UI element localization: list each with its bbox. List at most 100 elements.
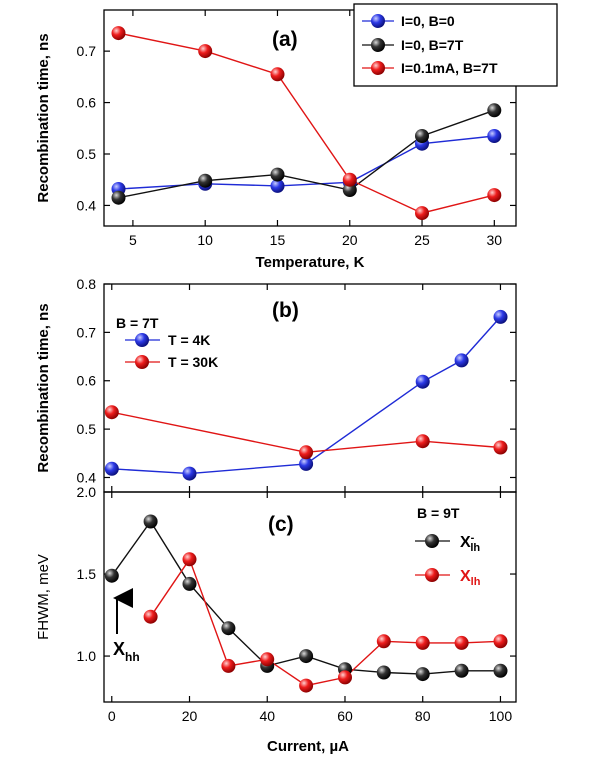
series-line-0 (118, 135, 495, 190)
data-point-2 (111, 26, 126, 41)
y-tick-label: 0.5 (77, 421, 97, 437)
series-line-1 (150, 557, 501, 687)
panel-c-x-ticks: 0 20 40 60 80 100 (108, 492, 512, 724)
data-point-2 (270, 67, 285, 82)
data-point-0 (299, 456, 314, 471)
data-point-0 (182, 576, 197, 591)
y-tick-label: 2.0 (77, 484, 97, 500)
panel-a-frame (103, 9, 517, 227)
panel-b: 0.4 0.5 0.6 0.7 0.8 (b) B = 7T T = 4K T = 30… (35, 276, 517, 493)
y-tick-label: 0.6 (77, 95, 97, 111)
y-tick-label: 0.6 (77, 373, 97, 389)
y-tick-label: 0.5 (77, 146, 97, 162)
legend-marker-i0-b7t (371, 38, 385, 52)
x-tick-label: 60 (337, 708, 353, 724)
data-point-1 (299, 678, 314, 693)
data-point-1 (143, 609, 158, 624)
data-point-0 (487, 129, 502, 143)
legend-marker-t4k (135, 333, 149, 347)
panel-c-y-ticks: 1.0 1.5 2.0 (77, 484, 516, 664)
panel-b-legend: T = 4K T = 30K (125, 332, 218, 370)
data-point-1 (270, 167, 285, 182)
panel-b-plot (104, 309, 508, 481)
y-tick-label: 1.0 (77, 648, 97, 664)
data-point-2 (342, 172, 357, 187)
panel-c: 1.0 1.5 2.0 0 20 40 60 80 100 (c) B = 9T X-lh X… (35, 484, 517, 755)
y-tick-label: 1.5 (77, 566, 97, 582)
legend-marker-xlh-minus (425, 534, 439, 548)
data-point-1 (415, 129, 429, 143)
y-tick-label: 0.8 (77, 276, 97, 292)
data-point-0 (270, 178, 285, 193)
x-tick-label: 100 (489, 708, 513, 724)
panel-c-label: (c) (268, 513, 294, 536)
data-point-1 (376, 634, 391, 649)
legend-label-i0-b7t: I=0, B=7T (401, 37, 464, 53)
x-tick-label: 40 (259, 708, 275, 724)
panel-b-y-ticks: 0.4 0.5 0.6 0.7 0.8 (77, 276, 516, 485)
data-point-1 (342, 183, 357, 197)
data-point-1 (182, 552, 197, 567)
panel-c-field-annotation: B = 9T (417, 505, 460, 521)
data-point-1 (221, 658, 236, 673)
legend-label-xlh-minus: X-lh (460, 532, 480, 554)
panel-a-legend: I=0, B=0 I=0, B=7T I=0.1mA, B=7T (353, 3, 558, 87)
panel-a: 0.4 0.5 0.6 0.7 5 10 15 20 25 30 (a) Temperature… (35, 3, 558, 271)
data-point-0 (376, 665, 391, 680)
x-tick-label: 30 (487, 232, 503, 248)
x-tick-label: 80 (415, 708, 431, 724)
panel-c-legend: X-lh Xlh (415, 532, 481, 588)
legend-label-i01ma-b7t: I=0.1mA, B=7T (401, 60, 498, 76)
data-point-0 (182, 466, 197, 481)
data-point-0 (493, 663, 508, 678)
legend-marker-i0-b0 (371, 14, 385, 28)
series-line-1 (111, 411, 501, 454)
data-point-1 (487, 103, 502, 118)
legend-label-t30k: T = 30K (168, 354, 218, 370)
data-point-1 (338, 670, 352, 685)
xhh-label: Xhh (113, 639, 140, 664)
data-point-2 (198, 44, 213, 59)
data-point-1 (415, 635, 430, 650)
xhh-annotation: Xhh (113, 588, 140, 664)
x-tick-label: 25 (414, 232, 430, 248)
legend-marker-t30k (135, 355, 149, 369)
legend-label-i0-b0: I=0, B=0 (401, 13, 455, 29)
x-tick-label: 20 (182, 708, 198, 724)
panel-c-plot (104, 514, 508, 693)
legend-label-t4k: T = 4K (168, 332, 210, 348)
y-tick-label: 0.4 (77, 197, 97, 213)
x-tick-label: 20 (342, 232, 358, 248)
y-tick-label: 0.4 (77, 469, 97, 485)
data-point-0 (454, 353, 469, 368)
data-point-1 (299, 445, 314, 460)
x-tick-label: 0 (108, 708, 116, 724)
data-point-0 (415, 374, 430, 389)
panel-a-plot (111, 26, 502, 221)
x-tick-label: 5 (129, 232, 137, 248)
x-tick-label: 10 (197, 232, 213, 248)
panel-a-x-axis-label: Temperature, K (256, 254, 365, 271)
data-point-0 (415, 667, 430, 682)
data-point-2 (415, 206, 429, 221)
data-point-1 (104, 405, 119, 420)
data-point-0 (454, 663, 469, 678)
data-point-0 (299, 649, 314, 664)
panel-a-x-ticks: 5 10 15 20 25 30 (129, 10, 502, 248)
legend-label-xlh: Xlh (460, 568, 481, 588)
panel-a-label: (a) (272, 28, 298, 51)
x-tick-label: 15 (270, 232, 286, 248)
data-point-1 (454, 635, 469, 650)
series-line-1 (118, 109, 495, 199)
series-line-0 (111, 316, 502, 475)
data-point-1 (260, 652, 275, 667)
panel-c-frame (103, 491, 517, 703)
y-tick-label: 0.7 (77, 43, 97, 59)
panel-b-y-axis-label: Recombination time, ns (35, 303, 52, 472)
panel-b-label: (b) (272, 299, 299, 322)
data-point-0 (493, 309, 508, 324)
data-point-0 (143, 514, 158, 529)
data-point-0 (104, 568, 119, 583)
data-point-1 (198, 173, 213, 188)
